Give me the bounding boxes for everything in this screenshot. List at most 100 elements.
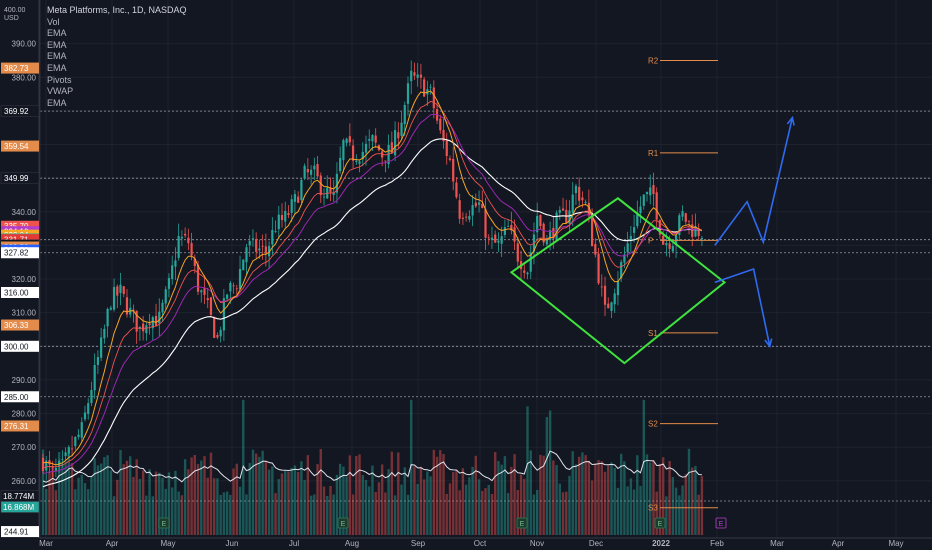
volume-bar <box>435 456 439 535</box>
volume-bar <box>261 450 264 535</box>
candle-body <box>161 302 164 313</box>
legend[interactable]: Meta Platforms, Inc., 1D, NASDAQ Vol EMA… <box>47 5 187 109</box>
candle-body <box>587 202 590 216</box>
candle-body <box>616 280 620 296</box>
volume-bar <box>481 490 484 535</box>
candle-body <box>203 287 206 295</box>
candle-body <box>319 175 322 196</box>
volume-bar <box>67 451 71 535</box>
volume-bar <box>135 459 138 535</box>
candle-body <box>387 144 390 165</box>
candle-body <box>687 220 691 222</box>
volume-bar <box>468 477 471 535</box>
volume-bar <box>351 494 355 535</box>
candle-body <box>361 151 364 160</box>
candle-body <box>103 328 106 339</box>
price-label: 276.31 <box>4 422 29 431</box>
candle-body <box>268 246 271 257</box>
volume-bar <box>471 466 474 535</box>
price-label: 369.92 <box>4 107 29 116</box>
volume-bar <box>364 479 368 535</box>
volume-bar <box>338 463 342 535</box>
volume-bar <box>251 449 255 535</box>
volume-bar <box>610 462 613 535</box>
candle-body <box>691 224 694 237</box>
earnings-marker[interactable] <box>337 517 349 529</box>
bullish-projection-arrow[interactable] <box>714 117 794 246</box>
legend-item[interactable]: Pivots <box>47 74 72 85</box>
earnings-marker[interactable] <box>516 517 528 529</box>
y-tick-label: 310.00 <box>12 309 37 318</box>
x-tick-label: Sep <box>411 539 426 548</box>
volume-bar <box>329 485 332 535</box>
legend-item[interactable]: EMA <box>47 51 67 62</box>
candle-body <box>410 70 413 82</box>
legend-title[interactable]: Meta Platforms, Inc., 1D, NASDAQ <box>47 5 187 15</box>
diamond-pattern-group <box>509 197 727 365</box>
volume-bar <box>326 495 329 535</box>
price-label: 327.82 <box>4 249 29 258</box>
volume-bar <box>519 474 523 535</box>
price-label-box <box>1 62 39 74</box>
legend-item[interactable]: VWAP <box>47 86 74 97</box>
candle-body <box>106 308 109 327</box>
candle-body <box>620 261 623 279</box>
volume-bar <box>109 470 113 535</box>
volume-bar <box>565 491 568 535</box>
volume-bar <box>138 478 142 535</box>
pivot-label: R2 <box>648 56 659 65</box>
x-tick-label: May <box>160 539 175 548</box>
legend-item[interactable]: EMA <box>47 97 67 108</box>
volume-bar <box>106 455 109 535</box>
volume-bar <box>694 465 697 535</box>
volume-bar <box>122 464 125 535</box>
pivot-label: S3 <box>648 504 658 513</box>
legend-item[interactable]: EMA <box>47 39 67 50</box>
candle-body <box>368 139 371 141</box>
volume-bar <box>387 469 390 535</box>
volume-bar <box>600 461 603 535</box>
volume-bar <box>271 466 274 535</box>
candle-body <box>503 227 506 235</box>
legend-item[interactable]: EMA <box>47 62 67 73</box>
candle-body <box>442 129 445 142</box>
volume-bar <box>597 460 600 535</box>
candle-body <box>542 223 545 243</box>
volume-bar <box>174 470 177 535</box>
earnings-marker[interactable] <box>158 517 170 529</box>
volume-bar <box>229 494 232 535</box>
candle-body <box>591 215 594 247</box>
candle-body <box>423 79 426 97</box>
earnings-marker[interactable] <box>654 517 666 529</box>
candle-body <box>439 118 442 131</box>
bearish-projection-arrow[interactable] <box>714 267 771 347</box>
volume-bar <box>545 416 549 535</box>
volume-bar <box>655 491 658 535</box>
legend-item[interactable]: EMA <box>47 28 67 39</box>
candle-body <box>484 209 487 238</box>
diamond-pattern[interactable] <box>509 197 727 365</box>
candle-body <box>264 246 267 254</box>
volume-bar <box>393 495 397 535</box>
volume-bar <box>487 484 490 535</box>
candle-body <box>109 307 112 310</box>
x-tick-label: Jul <box>289 539 299 548</box>
volume-bar <box>368 486 371 535</box>
volume-bar <box>503 456 507 535</box>
volume-bar <box>216 478 219 535</box>
volume-bar <box>626 486 629 535</box>
volume-bar <box>254 453 258 535</box>
candle-body <box>432 87 435 109</box>
candle-body <box>300 179 303 201</box>
legend-item[interactable]: Vol <box>47 16 60 27</box>
volume-bar <box>455 470 458 535</box>
candle-body <box>70 448 74 450</box>
volume-bar <box>403 467 406 535</box>
volume-bar <box>461 468 465 535</box>
x-tick-label: Apr <box>106 539 119 548</box>
candle-body <box>196 264 200 292</box>
volume-bar <box>187 469 190 535</box>
earnings-marker[interactable] <box>715 517 727 529</box>
